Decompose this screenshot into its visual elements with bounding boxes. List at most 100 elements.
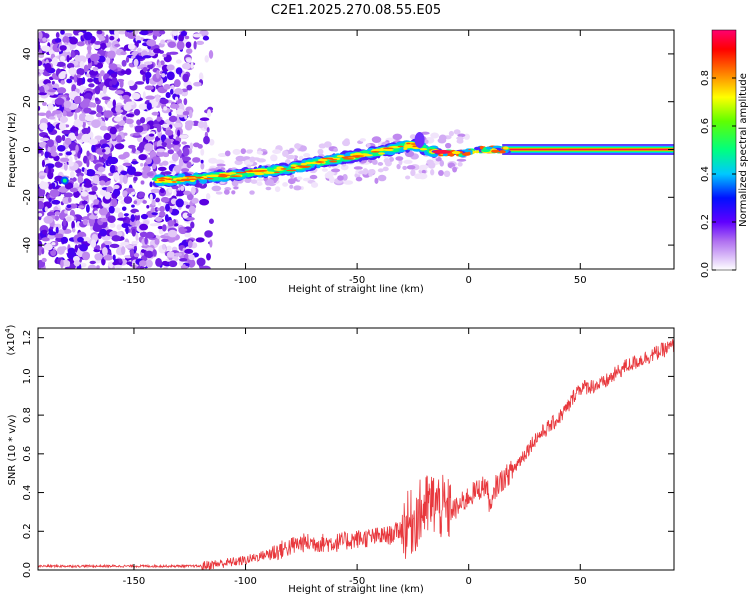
noise-blob bbox=[166, 245, 172, 251]
noise-blob bbox=[195, 237, 205, 243]
noise-blob bbox=[103, 110, 114, 118]
noise-blob bbox=[66, 62, 75, 69]
noise-blob bbox=[124, 255, 133, 259]
noise-blob bbox=[146, 39, 157, 47]
noise-blob bbox=[48, 197, 52, 203]
snr-y-scale-prefix: (x10 bbox=[6, 333, 17, 356]
noise-blob bbox=[60, 80, 66, 85]
noise-blob bbox=[111, 235, 121, 242]
noise-blob bbox=[303, 153, 311, 158]
noise-blob bbox=[61, 134, 66, 142]
noise-blob bbox=[146, 172, 154, 177]
noise-blob bbox=[91, 144, 96, 153]
noise-blob bbox=[200, 162, 205, 170]
noise-blob bbox=[123, 213, 130, 217]
noise-blob bbox=[38, 172, 48, 176]
noise-blob bbox=[192, 142, 200, 148]
noise-blob bbox=[94, 210, 100, 214]
noise-blob bbox=[41, 101, 47, 106]
noise-blob bbox=[143, 61, 153, 65]
noise-blob bbox=[184, 120, 195, 127]
ridge-blob bbox=[220, 175, 228, 178]
noise-blob bbox=[74, 112, 78, 121]
noise-blob bbox=[44, 151, 49, 159]
noise-blob bbox=[161, 243, 166, 250]
noise-blob bbox=[52, 57, 58, 66]
noise-blob bbox=[86, 73, 91, 78]
noise-blob bbox=[159, 30, 166, 35]
noise-blob bbox=[139, 266, 144, 269]
noise-blob bbox=[87, 264, 97, 269]
noise-blob bbox=[112, 261, 119, 266]
noise-blob bbox=[163, 84, 171, 90]
noise-blob bbox=[224, 150, 231, 157]
noise-blob bbox=[108, 172, 114, 177]
noise-blob bbox=[78, 113, 87, 122]
noise-blob bbox=[76, 74, 81, 78]
noise-blob bbox=[145, 259, 153, 268]
noise-blob bbox=[55, 31, 60, 39]
noise-blob bbox=[108, 63, 118, 70]
noise-blob bbox=[133, 30, 139, 35]
noise-blob bbox=[343, 180, 354, 185]
noise-blob bbox=[135, 232, 139, 242]
noise-blob bbox=[453, 129, 461, 135]
noise-blob bbox=[84, 114, 95, 122]
noise-blob bbox=[187, 240, 193, 249]
noise-blob bbox=[402, 165, 408, 170]
noise-blob bbox=[90, 53, 100, 62]
noise-blob bbox=[189, 142, 194, 150]
ridge-blob bbox=[462, 152, 471, 156]
ridge-blob bbox=[280, 168, 287, 170]
noise-blob bbox=[92, 175, 100, 184]
noise-blob bbox=[69, 37, 78, 45]
noise-blob bbox=[233, 186, 239, 190]
noise-blob bbox=[41, 237, 50, 242]
noise-blob bbox=[101, 96, 111, 101]
noise-blob bbox=[74, 244, 79, 253]
noise-blob bbox=[169, 103, 180, 109]
noise-blob bbox=[76, 41, 85, 47]
noise-blob bbox=[159, 98, 169, 105]
ridge-blob bbox=[305, 161, 313, 165]
noise-blob bbox=[163, 171, 172, 175]
noise-blob bbox=[48, 116, 56, 120]
noise-blob bbox=[208, 138, 215, 146]
noise-blob bbox=[420, 131, 430, 135]
noise-blob bbox=[130, 214, 136, 222]
noise-blob bbox=[184, 232, 191, 238]
steady-band bbox=[502, 148, 674, 151]
noise-blob bbox=[296, 176, 303, 181]
noise-blob bbox=[144, 236, 148, 245]
noise-blob bbox=[168, 260, 178, 268]
noise-blob bbox=[180, 168, 190, 172]
noise-blob bbox=[157, 166, 167, 171]
noise-blob bbox=[208, 218, 214, 224]
noise-blob bbox=[353, 166, 363, 170]
noise-blob bbox=[51, 80, 55, 85]
noise-blob bbox=[48, 231, 57, 236]
noise-blob bbox=[175, 198, 184, 208]
noise-blob bbox=[90, 154, 94, 162]
noise-blob bbox=[92, 66, 99, 72]
noise-blob bbox=[132, 132, 141, 136]
noise-blob bbox=[180, 185, 185, 192]
noise-blob bbox=[439, 160, 445, 167]
noise-blob bbox=[207, 109, 212, 118]
noise-blob bbox=[151, 212, 158, 216]
noise-blob bbox=[77, 151, 81, 159]
noise-blob bbox=[116, 134, 122, 143]
noise-blob bbox=[131, 55, 136, 59]
noise-blob bbox=[203, 120, 208, 130]
noise-blob bbox=[202, 35, 210, 41]
noise-blob bbox=[63, 192, 73, 198]
ridge-blob bbox=[273, 171, 281, 174]
noise-blob bbox=[155, 216, 163, 222]
ridge-blob bbox=[432, 149, 451, 154]
noise-blob bbox=[120, 246, 126, 255]
noise-blob bbox=[289, 184, 294, 189]
noise-blob bbox=[38, 112, 47, 116]
noise-blob bbox=[176, 40, 185, 50]
noise-blob bbox=[109, 35, 115, 41]
noise-blob bbox=[76, 68, 85, 76]
